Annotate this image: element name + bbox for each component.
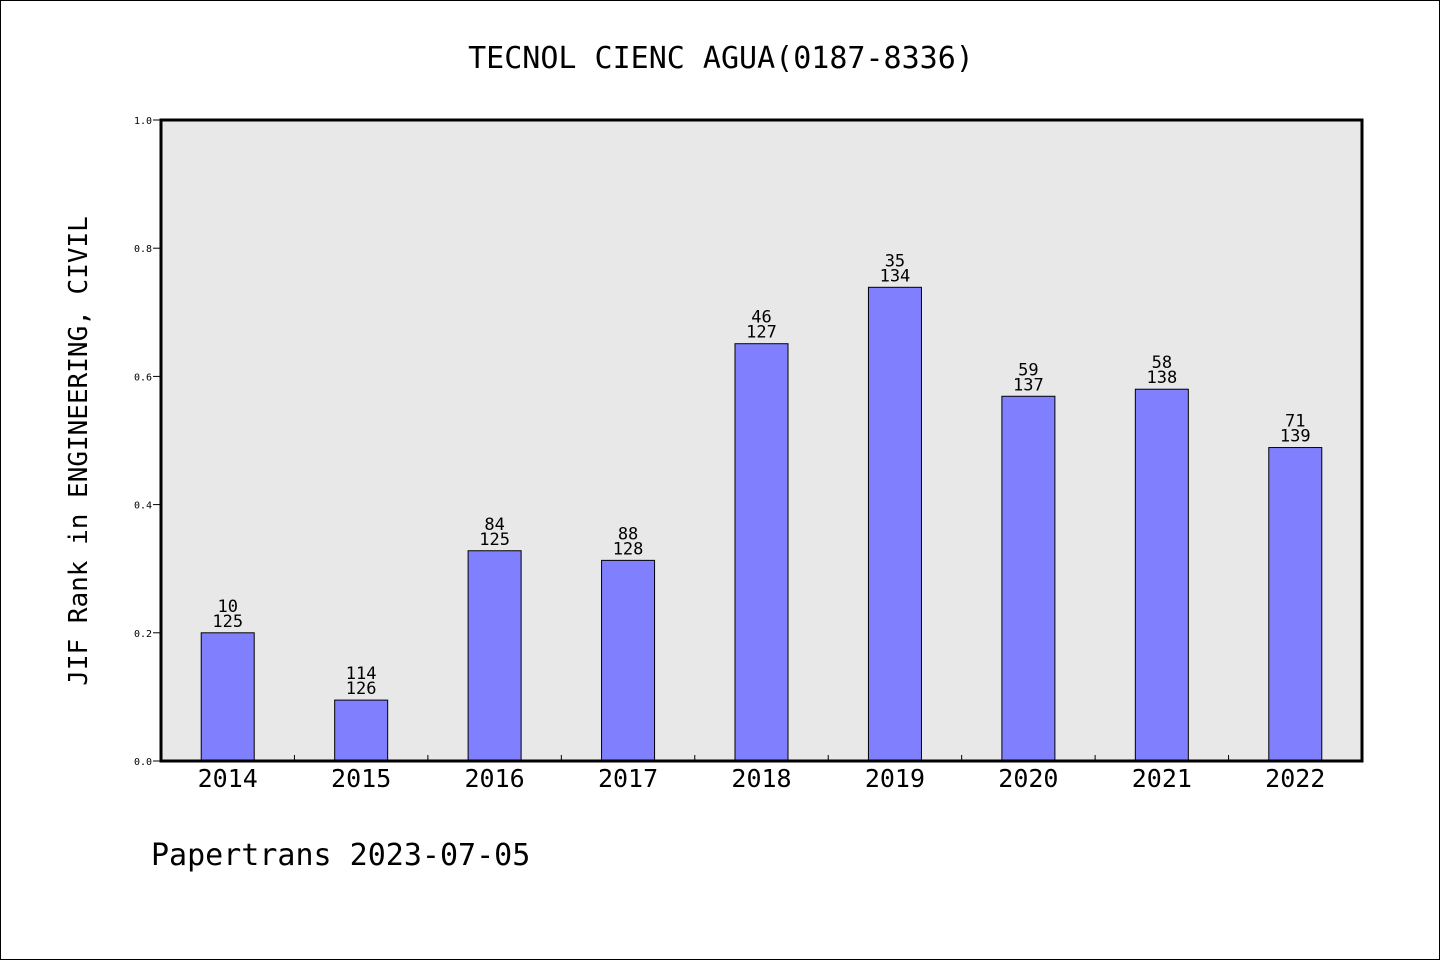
bar-total-label: 125 xyxy=(479,530,510,550)
bar xyxy=(467,550,522,762)
y-tick-label: 0.2 xyxy=(134,629,152,640)
bar-total-label: 138 xyxy=(1146,368,1177,388)
bar xyxy=(1268,447,1323,762)
bar-total-label: 127 xyxy=(746,323,777,343)
x-tick-label: 2020 xyxy=(998,764,1058,793)
bar-total-label: 137 xyxy=(1013,375,1044,395)
bar-rank-label: 59 xyxy=(1018,360,1038,380)
footer-text: Papertrans 2023-07-05 xyxy=(151,838,530,873)
plot-border xyxy=(159,118,1364,763)
x-tick-label: 2021 xyxy=(1132,764,1192,793)
bar-total-label: 128 xyxy=(613,539,644,559)
bar-total-label: 134 xyxy=(880,266,911,286)
y-tick-label: 1.0 xyxy=(134,116,152,127)
bar-rank-label: 71 xyxy=(1285,412,1305,432)
bar xyxy=(334,699,389,762)
bar-total-label: 139 xyxy=(1280,427,1311,447)
chart-title: TECNOL CIENC AGUA(0187-8336) xyxy=(468,41,974,76)
y-tick-label: 0.6 xyxy=(134,372,152,383)
bar xyxy=(200,632,255,762)
x-tick-label: 2018 xyxy=(731,764,791,793)
bar xyxy=(1001,395,1056,762)
y-tick-label: 0.4 xyxy=(134,501,152,512)
x-tick-label: 2017 xyxy=(598,764,658,793)
x-tick-label: 2022 xyxy=(1265,764,1325,793)
bar xyxy=(867,286,922,762)
x-axis: 2014 2015 2016 2017 2018 2019 2020 2021 2022 xyxy=(198,755,1325,793)
bar-rank-label: 10 xyxy=(217,597,237,617)
x-tick-label: 2016 xyxy=(465,764,525,793)
y-axis-label: JIF Rank in ENGINEERING, CIVIL xyxy=(64,216,94,686)
bar xyxy=(1134,388,1189,762)
bar-rank-label: 46 xyxy=(751,308,771,328)
bar xyxy=(601,559,656,762)
bar-rank-label: 58 xyxy=(1152,353,1172,373)
x-tick-label: 2015 xyxy=(331,764,391,793)
bar-rank-label: 84 xyxy=(484,515,504,535)
bar xyxy=(734,343,789,762)
y-tick-label: 0.8 xyxy=(134,244,152,255)
y-tick-label: 0.0 xyxy=(134,757,152,768)
bar-rank-label: 35 xyxy=(885,251,905,271)
bar-rank-label: 114 xyxy=(346,664,377,684)
x-tick-label: 2019 xyxy=(865,764,925,793)
y-axis: 0.0 0.2 0.4 0.6 0.8 1.0 xyxy=(134,116,161,768)
bar-total-label: 126 xyxy=(346,679,377,699)
bar-rank-label: 88 xyxy=(618,524,638,544)
x-tick-label: 2014 xyxy=(198,764,258,793)
bar-total-label: 125 xyxy=(212,612,243,632)
